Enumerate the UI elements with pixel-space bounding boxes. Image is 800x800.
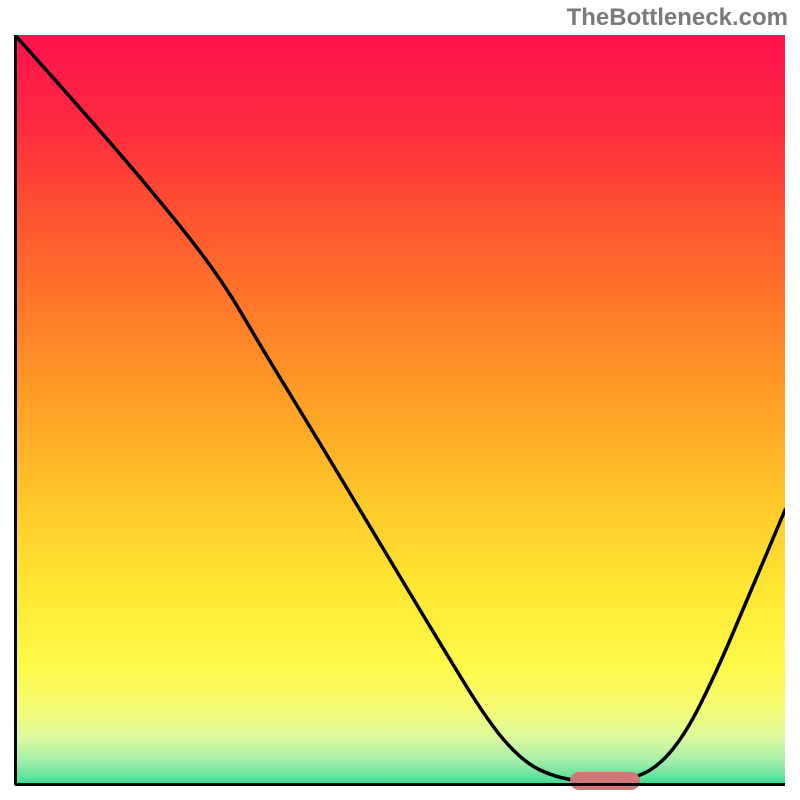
x-axis — [15, 783, 785, 786]
optimal-range-marker — [570, 772, 640, 790]
watermark-text: TheBottleneck.com — [567, 4, 788, 32]
y-axis — [14, 35, 17, 785]
bottleneck-curve — [15, 35, 785, 785]
chart-plot-area — [15, 35, 785, 785]
